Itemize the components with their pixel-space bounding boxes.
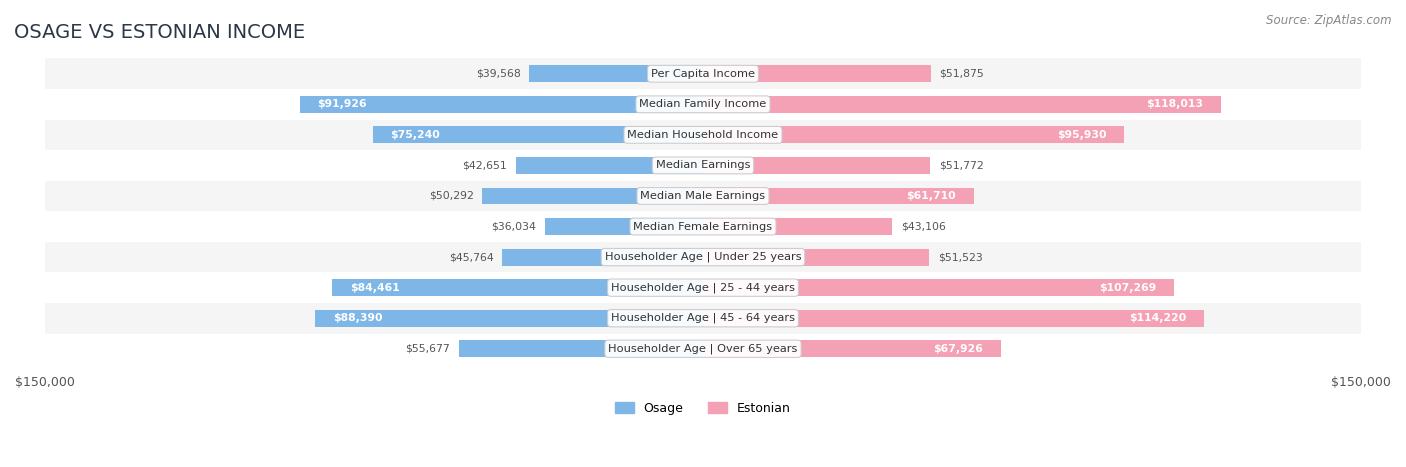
Bar bbox=[373, 127, 703, 143]
Text: Median Male Earnings: Median Male Earnings bbox=[641, 191, 765, 201]
Text: $36,034: $36,034 bbox=[491, 221, 536, 232]
Bar bbox=[45, 333, 1361, 364]
Bar bbox=[315, 310, 703, 326]
Bar bbox=[502, 249, 703, 266]
Bar bbox=[530, 65, 703, 82]
Bar bbox=[703, 249, 929, 266]
Text: $84,461: $84,461 bbox=[350, 283, 399, 293]
Bar bbox=[299, 96, 703, 113]
Text: $88,390: $88,390 bbox=[333, 313, 382, 323]
Text: Householder Age | 25 - 44 years: Householder Age | 25 - 44 years bbox=[612, 283, 794, 293]
Text: Householder Age | 45 - 64 years: Householder Age | 45 - 64 years bbox=[612, 313, 794, 324]
Bar bbox=[703, 96, 1220, 113]
Text: Source: ZipAtlas.com: Source: ZipAtlas.com bbox=[1267, 14, 1392, 27]
Legend: Osage, Estonian: Osage, Estonian bbox=[609, 396, 797, 421]
Bar bbox=[703, 157, 931, 174]
Text: $114,220: $114,220 bbox=[1129, 313, 1187, 323]
Text: $95,930: $95,930 bbox=[1057, 130, 1107, 140]
Text: $61,710: $61,710 bbox=[907, 191, 956, 201]
Bar bbox=[703, 340, 1001, 357]
Text: Per Capita Income: Per Capita Income bbox=[651, 69, 755, 79]
Text: $91,926: $91,926 bbox=[318, 99, 367, 109]
Bar bbox=[703, 127, 1123, 143]
Text: Median Household Income: Median Household Income bbox=[627, 130, 779, 140]
Text: $107,269: $107,269 bbox=[1099, 283, 1156, 293]
Text: $51,875: $51,875 bbox=[939, 69, 984, 79]
Bar bbox=[45, 272, 1361, 303]
Bar bbox=[45, 181, 1361, 211]
Text: $43,106: $43,106 bbox=[901, 221, 946, 232]
Bar bbox=[546, 218, 703, 235]
Bar bbox=[45, 211, 1361, 242]
Bar bbox=[45, 58, 1361, 89]
Text: $67,926: $67,926 bbox=[934, 344, 983, 354]
Bar bbox=[516, 157, 703, 174]
Bar bbox=[703, 310, 1204, 326]
Bar bbox=[332, 279, 703, 296]
Bar bbox=[45, 242, 1361, 272]
Text: OSAGE VS ESTONIAN INCOME: OSAGE VS ESTONIAN INCOME bbox=[14, 23, 305, 42]
Text: $42,651: $42,651 bbox=[463, 161, 508, 170]
Text: $51,772: $51,772 bbox=[939, 161, 984, 170]
Text: Householder Age | Over 65 years: Householder Age | Over 65 years bbox=[609, 344, 797, 354]
Text: $118,013: $118,013 bbox=[1146, 99, 1204, 109]
Bar bbox=[703, 279, 1174, 296]
Bar bbox=[703, 218, 893, 235]
Bar bbox=[703, 188, 974, 205]
Bar bbox=[482, 188, 703, 205]
Bar bbox=[458, 340, 703, 357]
Bar bbox=[45, 120, 1361, 150]
Text: $51,523: $51,523 bbox=[938, 252, 983, 262]
Text: Median Family Income: Median Family Income bbox=[640, 99, 766, 109]
Text: Median Female Earnings: Median Female Earnings bbox=[634, 221, 772, 232]
Bar bbox=[45, 150, 1361, 181]
Text: $50,292: $50,292 bbox=[429, 191, 474, 201]
Text: $39,568: $39,568 bbox=[475, 69, 520, 79]
Text: $55,677: $55,677 bbox=[405, 344, 450, 354]
Bar bbox=[45, 303, 1361, 333]
Text: Median Earnings: Median Earnings bbox=[655, 161, 751, 170]
Bar bbox=[703, 65, 931, 82]
Text: Householder Age | Under 25 years: Householder Age | Under 25 years bbox=[605, 252, 801, 262]
Text: $45,764: $45,764 bbox=[449, 252, 494, 262]
Bar bbox=[45, 89, 1361, 120]
Text: $75,240: $75,240 bbox=[391, 130, 440, 140]
